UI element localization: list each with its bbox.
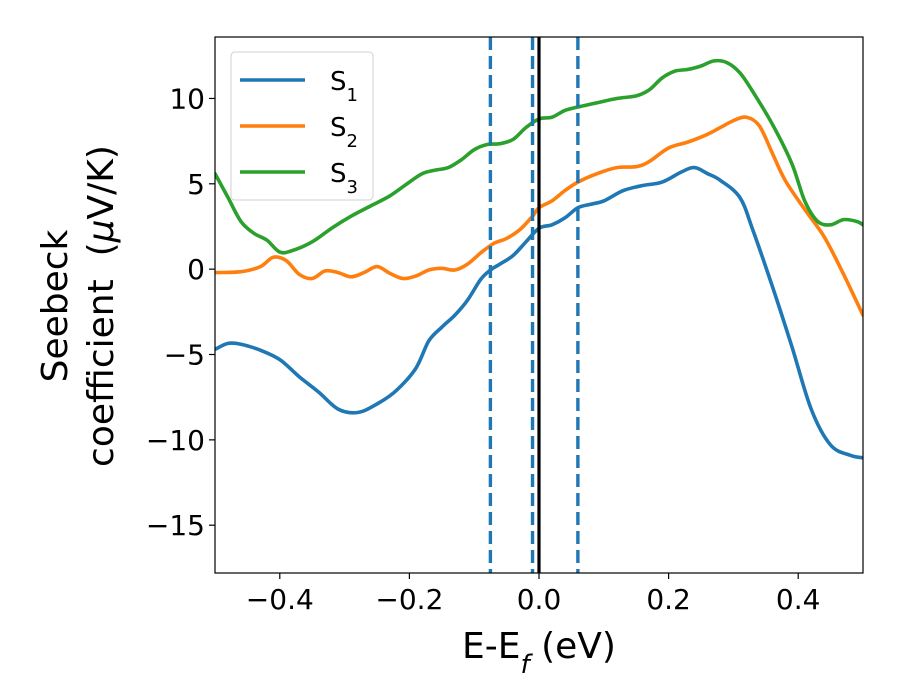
y-tick-label: −10 bbox=[146, 424, 205, 457]
y-tick-label: −15 bbox=[146, 509, 205, 542]
legend-label: S2 bbox=[330, 113, 358, 152]
x-tick-label: 0.0 bbox=[517, 583, 562, 616]
x-axis-label: E-Ef (eV) bbox=[462, 626, 616, 680]
legend: S1 S2 S3 bbox=[230, 51, 374, 201]
y-axis-label: Seebeck coefficient (μV/K) bbox=[35, 145, 122, 467]
y-axis-label-line1: Seebeck bbox=[35, 229, 76, 382]
y-tick-label: 5 bbox=[187, 168, 205, 201]
x-tick-label: −0.4 bbox=[246, 583, 314, 616]
x-tick-label: 0.4 bbox=[776, 583, 821, 616]
vline-layer bbox=[488, 37, 580, 573]
legend-entry-s2: S2 bbox=[240, 113, 358, 152]
y-tick-label: 0 bbox=[187, 253, 205, 286]
y-axis-label-line2: coefficient (μV/K) bbox=[81, 145, 122, 467]
x-tick-label: 0.2 bbox=[646, 583, 691, 616]
x-axis-ticks: −0.4 −0.2 0.0 0.2 0.4 bbox=[246, 573, 821, 616]
legend-label: S1 bbox=[330, 67, 358, 106]
legend-label: S3 bbox=[330, 159, 358, 198]
y-tick-label: −5 bbox=[164, 339, 205, 372]
y-tick-label: 10 bbox=[169, 82, 205, 115]
legend-entry-s3: S3 bbox=[240, 159, 358, 198]
series-line-s3 bbox=[215, 58, 863, 255]
series-line-s2 bbox=[215, 115, 863, 317]
legend-entry-s1: S1 bbox=[240, 67, 358, 106]
y-axis-ticks: −15 −10 −5 0 5 10 bbox=[146, 82, 215, 542]
x-tick-label: −0.2 bbox=[375, 583, 443, 616]
